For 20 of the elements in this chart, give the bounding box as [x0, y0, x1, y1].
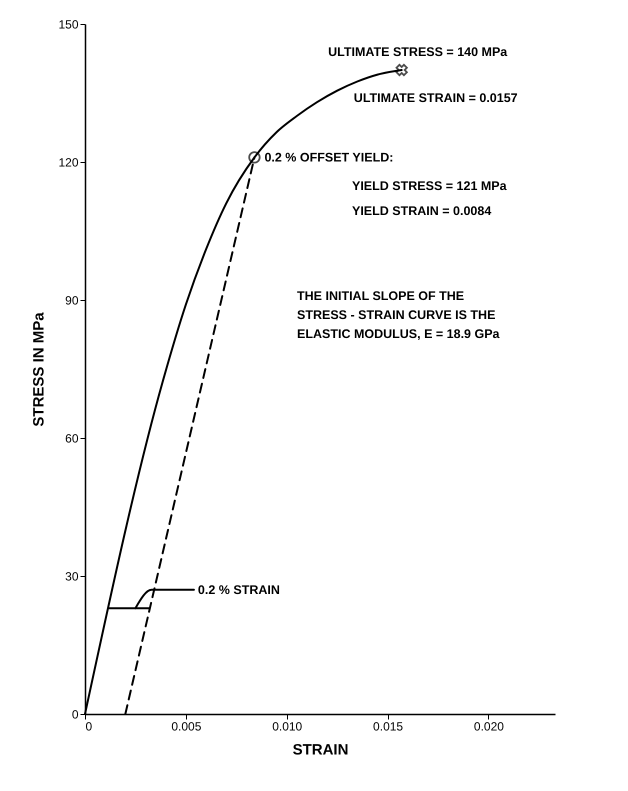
annotation: THE INITIAL SLOPE OF THE STRESS - STRAIN CURVE IS THE ELASTIC MODULUS, E = 18.9 GPa	[297, 289, 501, 341]
x-tick-label: 0.020	[474, 720, 504, 734]
y-tick-label: 0	[72, 708, 79, 722]
y-tick-label: 60	[65, 432, 79, 446]
annotation: ULTIMATE STRAIN = 0.0157	[354, 91, 518, 105]
y-tick-label: 30	[65, 570, 79, 584]
y-axis-title: STRESS IN MPa	[30, 312, 48, 427]
x-axis-title: STRAIN	[292, 742, 348, 758]
y-tick-label: 120	[58, 156, 79, 170]
annotation: 0.2 % STRAIN	[198, 582, 280, 597]
x-tick-label: 0.005	[171, 720, 202, 734]
annotation: ULTIMATE STRESS = 140 MPa	[328, 45, 508, 59]
annotation: YIELD STRESS = 121 MPa	[352, 179, 508, 193]
y-tick-label: 150	[58, 18, 79, 32]
y-tick-label: 90	[65, 294, 79, 308]
annotation: 0.2 % OFFSET YIELD:	[264, 150, 394, 164]
x-tick-label: 0.010	[272, 720, 303, 734]
x-tick-label: 0.015	[373, 720, 404, 734]
x-tick-label: 0	[86, 720, 92, 734]
annotation: YIELD STRAIN = 0.0084	[352, 204, 492, 218]
